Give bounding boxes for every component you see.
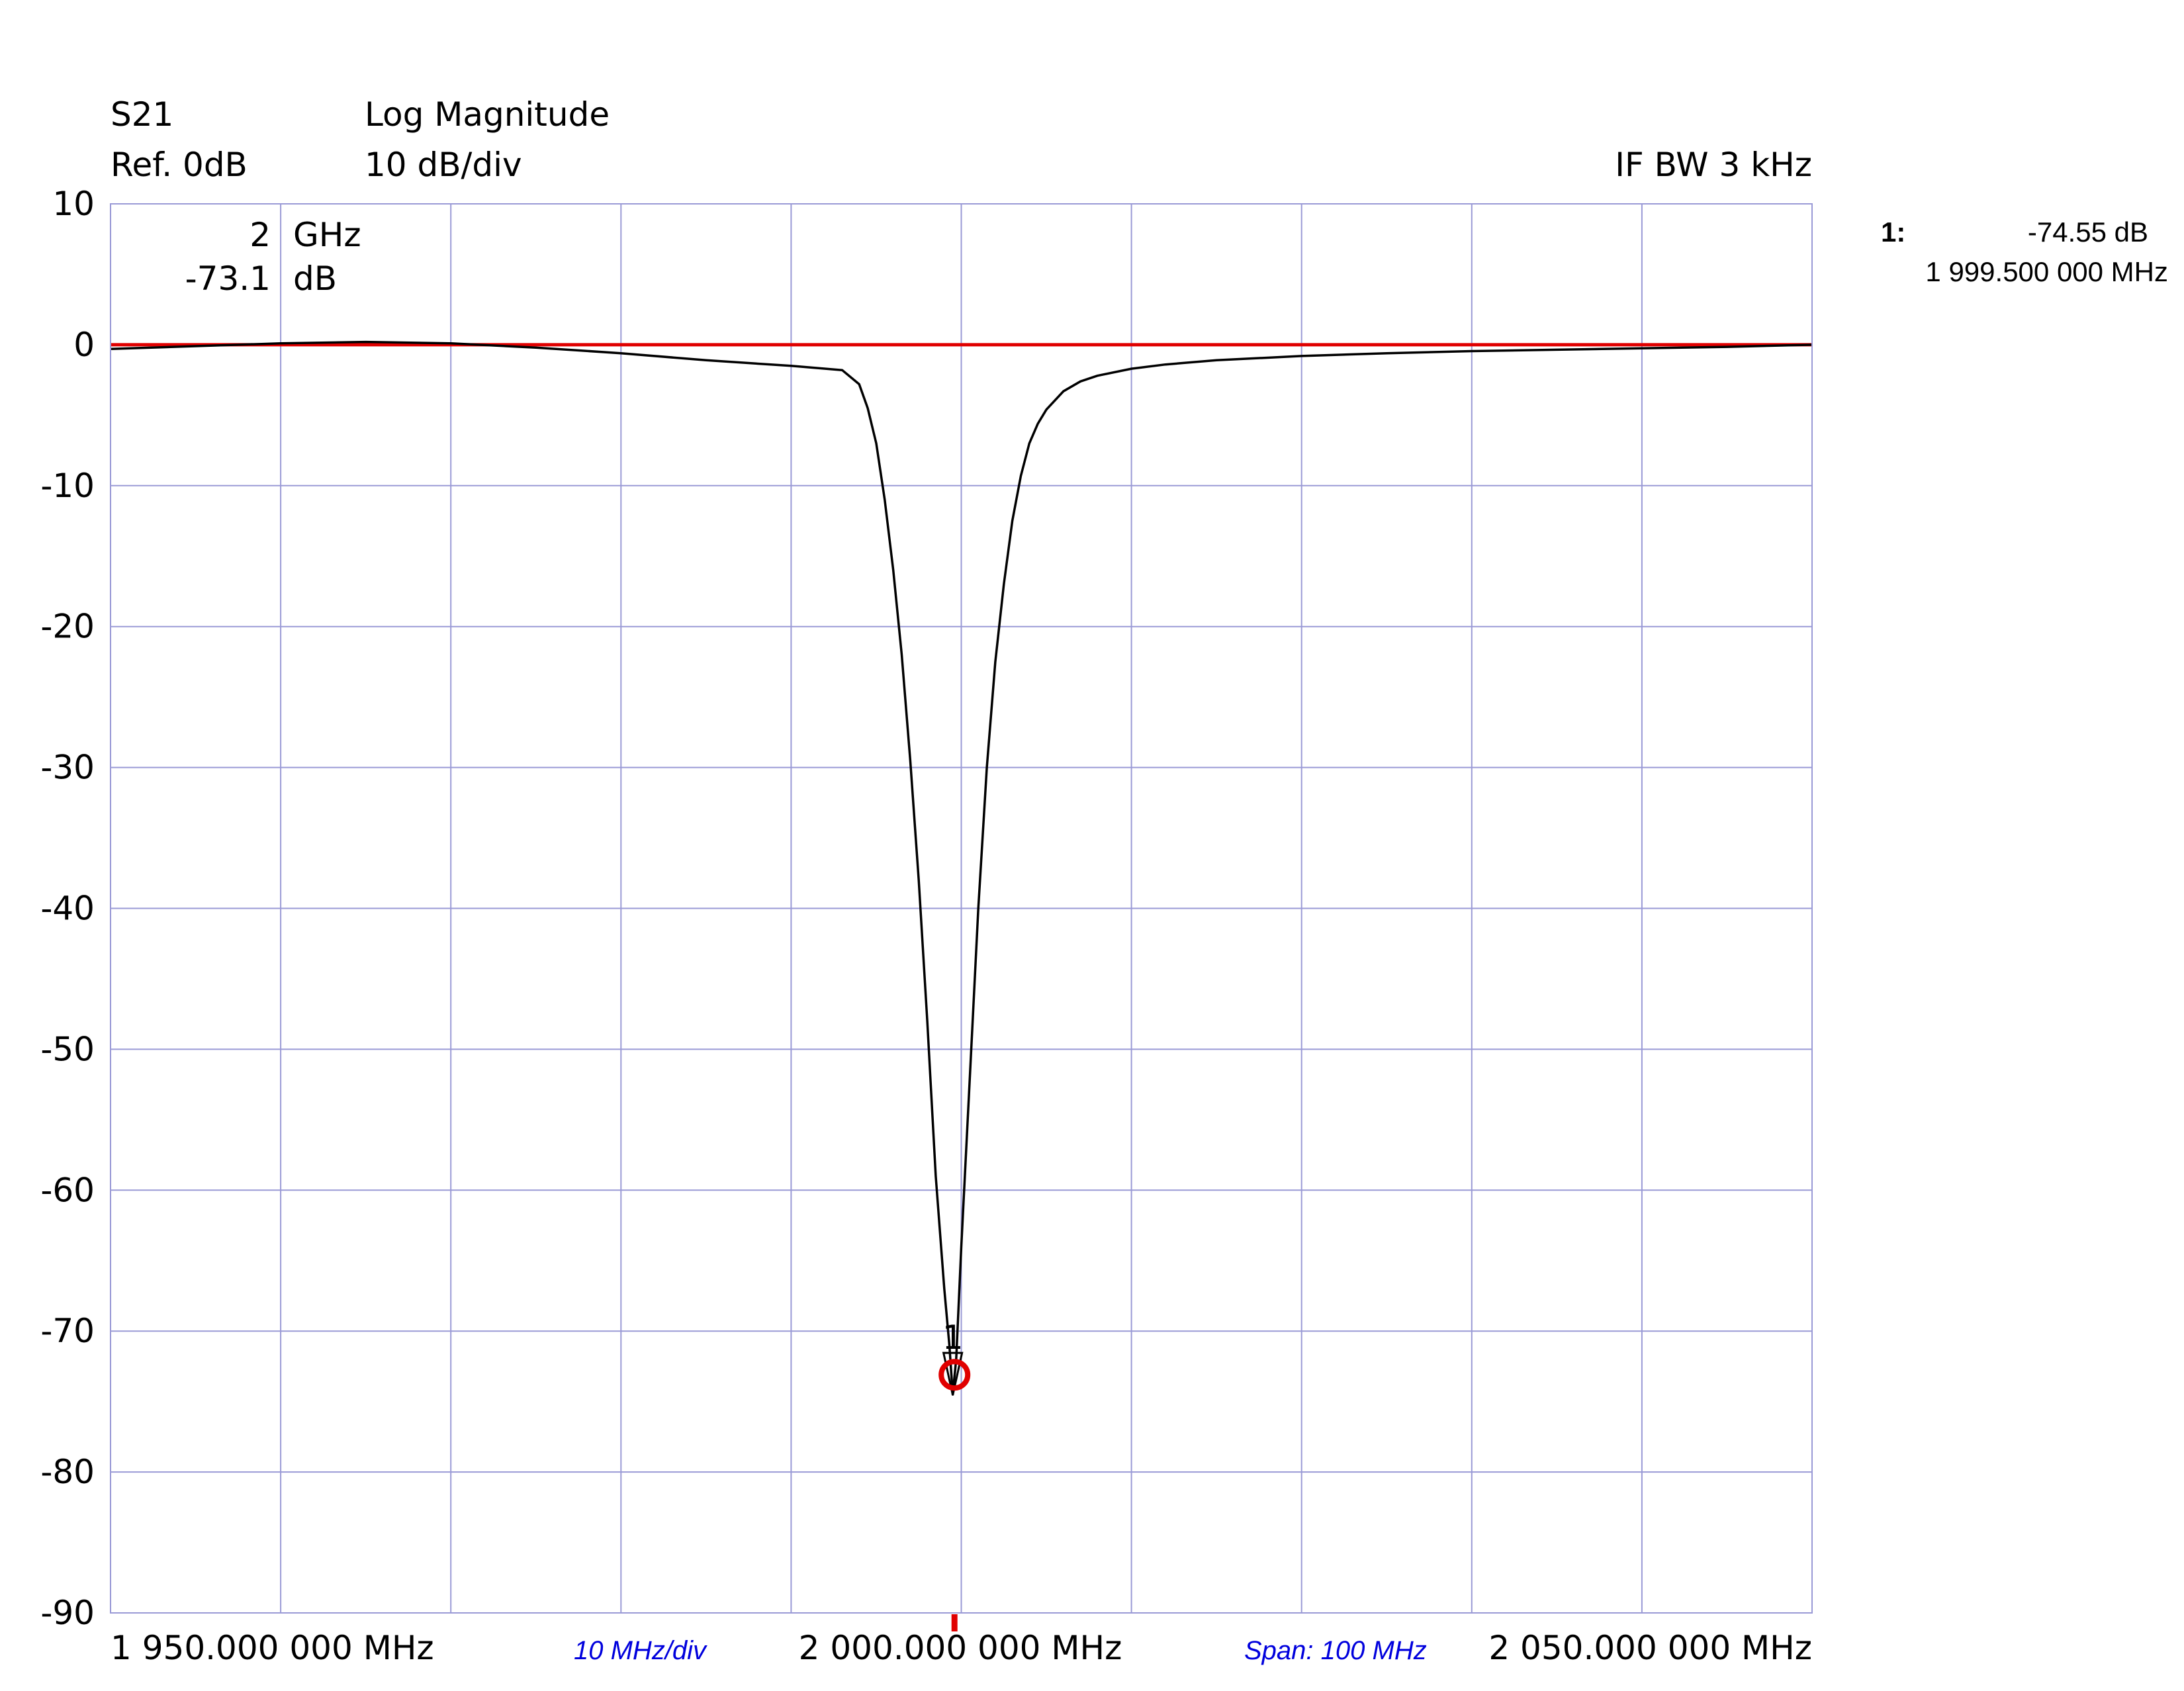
y-tick-label: -80	[40, 1453, 95, 1491]
y-axis-ticks: 10 0 -10 -20 -30 -40 -50 -60 -70 -80 -90	[40, 185, 95, 1632]
y-tick-label: -50	[40, 1030, 95, 1068]
plot-frame	[110, 203, 1813, 1614]
span-label: Span: 100 MHz	[1244, 1636, 1427, 1665]
marker-1[interactable]: 1	[938, 1318, 971, 1396]
y-tick-label: -20	[40, 608, 95, 646]
y-tick-label: -40	[40, 890, 95, 928]
marker-table-frequency: 1 999.500 000 MHz	[1925, 256, 2168, 287]
readout-level-unit: dB	[293, 259, 337, 298]
scale-label: 10 dB/div	[365, 146, 522, 184]
if-bandwidth: IF BW 3 kHz	[1615, 146, 1812, 184]
center-frequency: 2 000.000 000 MHz	[799, 1629, 1122, 1667]
reference-level: Ref. 0dB	[111, 146, 248, 184]
s21-trace	[110, 340, 1813, 1396]
marker-table-value: -74.55 dB	[2028, 216, 2148, 248]
start-frequency: 1 950.000 000 MHz	[111, 1629, 434, 1667]
marker-1-label: 1	[942, 1318, 964, 1357]
y-tick-label: 0	[73, 326, 95, 364]
y-tick-label: -70	[40, 1312, 95, 1350]
trace-name: S21	[111, 95, 173, 134]
y-tick-label: -90	[40, 1594, 95, 1632]
y-tick-label: -10	[40, 467, 95, 505]
marker-table-id: 1:	[1881, 216, 1905, 248]
format-label: Log Magnitude	[365, 95, 610, 134]
readout-frequency-value: 2	[250, 216, 271, 254]
y-tick-label: -30	[40, 749, 95, 787]
marker-triangle-icon	[942, 1351, 964, 1396]
frequency-per-division: 10 MHz/div	[574, 1636, 707, 1665]
y-tick-label: 10	[52, 185, 95, 223]
readout-level-value: -73.1	[185, 259, 271, 298]
readout-frequency-unit: GHz	[293, 216, 361, 254]
cursor-circle-icon	[938, 1359, 971, 1391]
y-tick-label: -60	[40, 1171, 95, 1209]
stop-frequency: 2 050.000 000 MHz	[1488, 1629, 1812, 1667]
